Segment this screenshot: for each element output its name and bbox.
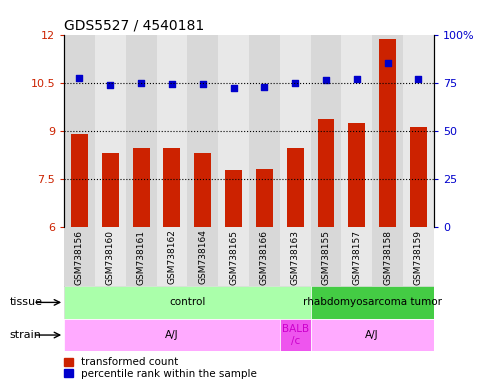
Bar — [311, 286, 434, 319]
Bar — [249, 227, 280, 286]
Text: GSM738161: GSM738161 — [137, 230, 145, 285]
Bar — [372, 35, 403, 227]
Bar — [317, 119, 334, 227]
Text: A/J: A/J — [365, 330, 379, 340]
Text: GSM738164: GSM738164 — [198, 230, 207, 285]
Bar — [311, 227, 341, 286]
Text: control: control — [169, 297, 206, 308]
Bar — [341, 35, 372, 227]
Bar — [280, 319, 311, 351]
Bar — [126, 227, 157, 286]
Bar — [157, 35, 187, 227]
Bar — [280, 227, 311, 286]
Text: GSM738159: GSM738159 — [414, 230, 423, 285]
Bar — [102, 153, 119, 227]
Text: GSM738155: GSM738155 — [321, 230, 330, 285]
Bar — [157, 227, 187, 286]
Text: GSM738160: GSM738160 — [106, 230, 115, 285]
Point — [75, 75, 83, 81]
Bar — [256, 169, 273, 227]
Legend: transformed count, percentile rank within the sample: transformed count, percentile rank withi… — [65, 357, 257, 379]
Bar — [187, 35, 218, 227]
Bar — [403, 35, 434, 227]
Point — [260, 84, 268, 91]
Bar — [225, 170, 242, 227]
Bar — [249, 35, 280, 227]
Text: GSM738156: GSM738156 — [75, 230, 84, 285]
Bar — [64, 286, 311, 319]
Bar — [410, 127, 427, 227]
Bar — [311, 35, 341, 227]
Bar — [287, 148, 304, 227]
Bar — [280, 35, 311, 227]
Point — [415, 76, 423, 83]
Point — [230, 85, 238, 91]
Bar — [71, 134, 88, 227]
Point — [106, 82, 114, 88]
Bar — [218, 227, 249, 286]
Point — [322, 77, 330, 83]
Bar — [64, 35, 95, 227]
Bar — [95, 227, 126, 286]
Bar — [64, 319, 280, 351]
Text: strain: strain — [10, 330, 42, 340]
Text: A/J: A/J — [165, 330, 179, 340]
Bar — [126, 35, 157, 227]
Point — [291, 79, 299, 86]
Point — [353, 76, 361, 83]
Bar — [95, 35, 126, 227]
Bar — [164, 148, 180, 227]
Bar — [379, 40, 396, 227]
Point — [168, 81, 176, 87]
Text: GSM738165: GSM738165 — [229, 230, 238, 285]
Bar — [187, 227, 218, 286]
Text: tissue: tissue — [10, 297, 43, 308]
Text: BALB
/c: BALB /c — [282, 324, 309, 346]
Bar — [218, 35, 249, 227]
Text: rhabdomyosarcoma tumor: rhabdomyosarcoma tumor — [303, 297, 442, 308]
Bar — [64, 227, 95, 286]
Text: GSM738162: GSM738162 — [168, 230, 176, 285]
Point — [384, 60, 391, 66]
Point — [137, 79, 145, 86]
Text: GSM738163: GSM738163 — [291, 230, 300, 285]
Bar — [403, 227, 434, 286]
Text: GDS5527 / 4540181: GDS5527 / 4540181 — [64, 18, 204, 32]
Point — [199, 81, 207, 87]
Bar — [194, 153, 211, 227]
Text: GSM738157: GSM738157 — [352, 230, 361, 285]
Bar — [133, 148, 149, 227]
Bar — [372, 227, 403, 286]
Bar — [311, 319, 434, 351]
Text: GSM738158: GSM738158 — [383, 230, 392, 285]
Text: GSM738166: GSM738166 — [260, 230, 269, 285]
Bar — [349, 122, 365, 227]
Bar — [341, 227, 372, 286]
